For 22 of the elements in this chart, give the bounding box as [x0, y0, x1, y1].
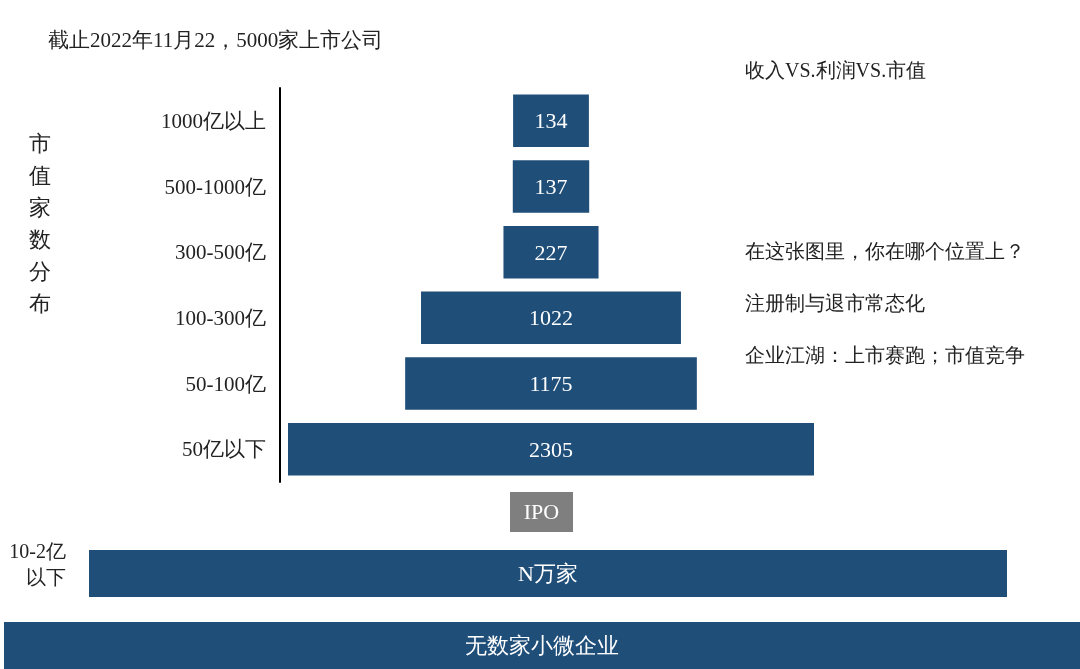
category-label: 50-100亿	[185, 371, 266, 396]
base-box: 无数家小微企业	[4, 622, 1080, 669]
text: 在这张图里，你在哪个位置上？	[745, 239, 1025, 264]
category-label: 500-1000亿	[164, 174, 266, 199]
data-label: 227	[534, 239, 568, 265]
data-label: 1022	[529, 305, 573, 331]
data-label: 1175	[529, 371, 573, 396]
category-label: 1000亿以上	[161, 108, 266, 133]
text: 收入VS.利润VS.市值	[745, 58, 927, 83]
text: 市值家数分布	[28, 130, 52, 318]
ipo-box: IPO	[510, 492, 573, 532]
category-label: 100-300亿	[175, 305, 266, 330]
text: 10-2亿以下	[8, 539, 66, 590]
data-label: 137	[534, 174, 568, 199]
text: 企业江湖：上市赛跑；市值竞争	[745, 343, 1025, 368]
text: 截止2022年11月22，5000家上市公司	[48, 27, 384, 54]
text: 注册制与退市常态化	[745, 291, 925, 316]
data-label: 134	[534, 108, 568, 134]
data-label: 2305	[529, 436, 573, 462]
wide-box: N万家	[89, 550, 1007, 597]
category-label: 300-500亿	[175, 240, 266, 265]
category-label: 50亿以下	[182, 437, 266, 462]
